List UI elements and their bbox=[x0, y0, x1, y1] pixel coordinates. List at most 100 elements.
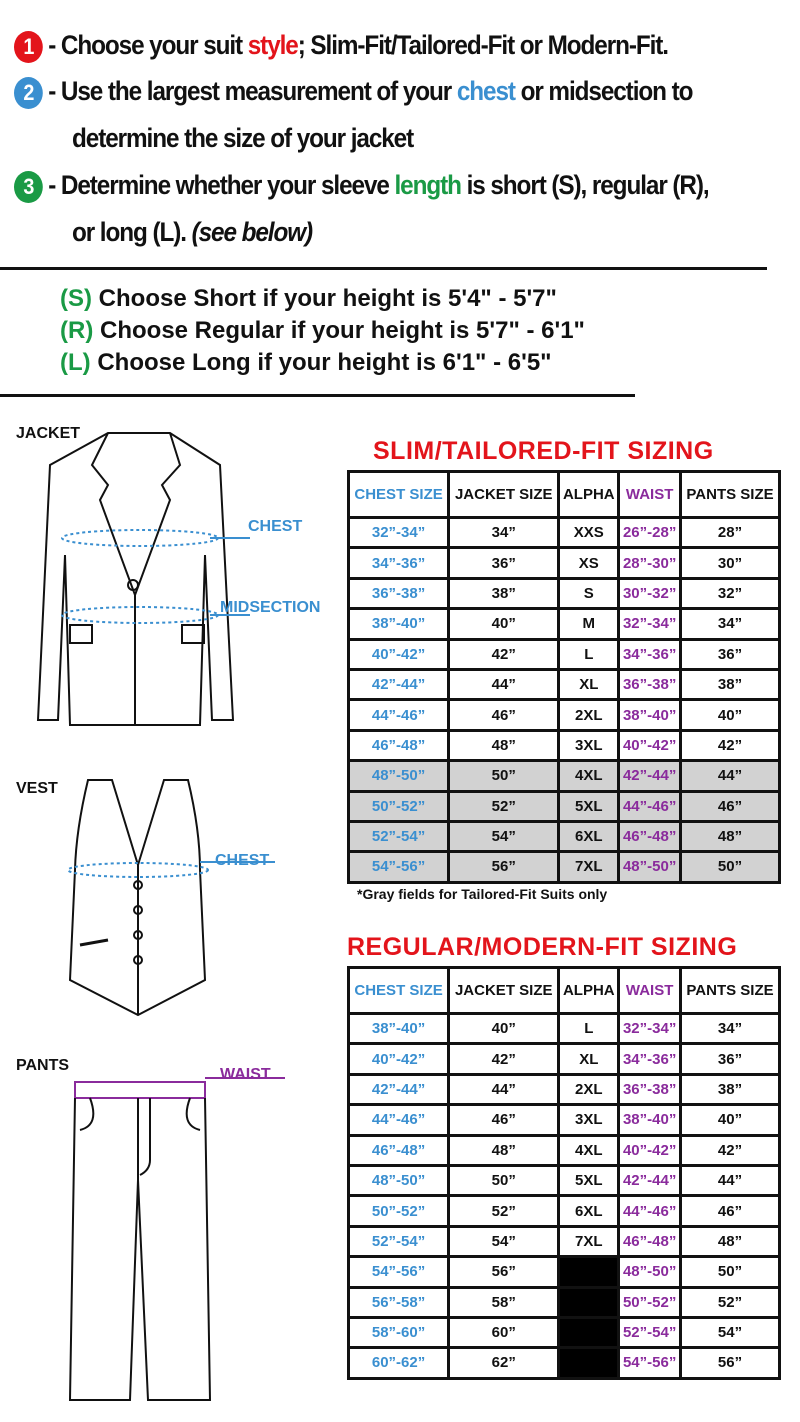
regular-fit-title: REGULAR/MODERN-FIT SIZING bbox=[347, 933, 738, 961]
table-row: 46”-48” 48” 3XL 40”-42” 42” bbox=[346, 728, 781, 763]
waist-cell: 26”-28” bbox=[617, 515, 683, 550]
regular-fit-table: CHEST SIZE JACKET SIZE ALPHA WAIST PANTS… bbox=[346, 966, 781, 1380]
waist-cell: 40”-42” bbox=[617, 728, 683, 763]
table-row: 46”-48” 48” 4XL 40”-42” 42” bbox=[346, 1133, 781, 1167]
step-2-continued: determine the size of your jacket bbox=[72, 123, 414, 153]
pants-size-cell: 42” bbox=[679, 1133, 781, 1167]
header-chest-size: CHEST SIZE bbox=[346, 470, 451, 519]
chest-size-cell: 54”-56” bbox=[346, 850, 451, 884]
pants-size-cell: 46” bbox=[679, 1194, 781, 1228]
alpha-cell: S bbox=[557, 576, 621, 611]
height-text: Choose Short if your height is 5'4" - 5'… bbox=[98, 285, 557, 312]
chest-size-cell: 48”-50” bbox=[346, 759, 451, 793]
step-number-3-icon: 3 bbox=[14, 170, 43, 203]
alpha-cell: L bbox=[557, 637, 621, 671]
jacket-size-cell: 36” bbox=[447, 546, 561, 580]
table-row: 52”-54” 54” 6XL 46”-48” 48” bbox=[346, 819, 781, 854]
alpha-cell: 3XL bbox=[557, 1103, 621, 1137]
step-text: or long (L). bbox=[72, 217, 187, 247]
height-regular: (R) Choose Regular if your height is 5'7… bbox=[60, 317, 585, 345]
alpha-cell: XL bbox=[557, 667, 621, 702]
table-row: 60”-62” 62” 54”-56” 56” bbox=[346, 1346, 781, 1380]
alpha-cell: XL bbox=[557, 1042, 621, 1076]
jacket-size-cell: 48” bbox=[447, 1133, 561, 1167]
chest-size-cell: 42”-44” bbox=[346, 667, 451, 702]
height-short: (S) Choose Short if your height is 5'4" … bbox=[60, 285, 557, 313]
highlight-style: style bbox=[247, 30, 299, 60]
waist-cell: 30”-32” bbox=[617, 576, 683, 611]
chest-size-cell: 38”-40” bbox=[346, 1011, 451, 1046]
waist-cell: 48”-50” bbox=[617, 1255, 683, 1289]
header-waist: WAIST bbox=[617, 470, 683, 519]
alpha-cell: 6XL bbox=[557, 819, 621, 854]
alpha-cell: 7XL bbox=[557, 1224, 621, 1259]
highlight-length: length bbox=[394, 170, 461, 200]
table-row: 54”-56” 56” 7XL 48”-50” 50” bbox=[346, 850, 781, 884]
chest-size-cell: 52”-54” bbox=[346, 1224, 451, 1259]
pants-size-cell: 44” bbox=[679, 759, 781, 793]
divider bbox=[0, 394, 635, 397]
pants-size-cell: 32” bbox=[679, 576, 781, 611]
jacket-size-cell: 38” bbox=[447, 576, 561, 611]
table-row: 48”-50” 50” 5XL 42”-44” 44” bbox=[346, 1163, 781, 1198]
chest-size-cell: 46”-48” bbox=[346, 728, 451, 763]
height-code: (R) bbox=[60, 317, 94, 344]
alpha-cell: 7XL bbox=[557, 850, 621, 884]
table-row: 42”-44” 44” 2XL 36”-38” 38” bbox=[346, 1072, 781, 1107]
table-row: 36”-38” 38” S 30”-32” 32” bbox=[346, 576, 781, 611]
pants-size-cell: 30” bbox=[679, 546, 781, 580]
table-row: 34”-36” 36” XS 28”-30” 30” bbox=[346, 546, 781, 580]
chest-size-cell: 50”-52” bbox=[346, 789, 451, 823]
alpha-cell: 4XL bbox=[557, 759, 621, 793]
alpha-cell: XS bbox=[557, 546, 621, 580]
waist-cell: 34”-36” bbox=[617, 637, 683, 671]
pants-size-cell: 42” bbox=[679, 728, 781, 763]
pants-size-cell: 48” bbox=[679, 819, 781, 854]
waist-cell: 38”-40” bbox=[617, 698, 683, 732]
chest-size-cell: 40”-42” bbox=[346, 637, 451, 671]
waist-cell: 44”-46” bbox=[617, 1194, 683, 1228]
jacket-size-cell: 56” bbox=[447, 1255, 561, 1289]
waist-label: WAIST bbox=[220, 1066, 271, 1083]
pants-size-cell: 50” bbox=[679, 850, 781, 884]
table-row: 56”-58” 58” 50”-52” 52” bbox=[346, 1285, 781, 1319]
waist-cell: 32”-34” bbox=[617, 607, 683, 641]
jacket-size-cell: 44” bbox=[447, 667, 561, 702]
step-number-1-icon: 1 bbox=[14, 30, 43, 63]
chest-size-cell: 50”-52” bbox=[346, 1194, 451, 1228]
waist-cell: 46”-48” bbox=[617, 819, 683, 854]
table-row: 52”-54” 54” 7XL 46”-48” 48” bbox=[346, 1224, 781, 1259]
alpha-cell: L bbox=[557, 1011, 621, 1046]
chest-size-cell: 34”-36” bbox=[346, 546, 451, 580]
alpha-cell: 2XL bbox=[557, 1072, 621, 1107]
table-row: 50”-52” 52” 5XL 44”-46” 46” bbox=[346, 789, 781, 823]
table-row: 54”-56” 56” 48”-50” 50” bbox=[346, 1255, 781, 1289]
waist-cell: 38”-40” bbox=[617, 1103, 683, 1137]
header-pants-size: PANTS SIZE bbox=[679, 966, 781, 1015]
header-waist: WAIST bbox=[617, 966, 683, 1015]
table-row: 44”-46” 46” 3XL 38”-40” 40” bbox=[346, 1103, 781, 1137]
header-pants-size: PANTS SIZE bbox=[679, 470, 781, 519]
chest-size-cell: 58”-60” bbox=[346, 1315, 451, 1350]
pants-size-cell: 36” bbox=[679, 1042, 781, 1076]
step-1: 1- Choose your suit style; Slim-Fit/Tail… bbox=[14, 30, 669, 63]
alpha-cell: 5XL bbox=[557, 789, 621, 823]
jacket-size-cell: 60” bbox=[447, 1315, 561, 1350]
chest-size-cell: 56”-58” bbox=[346, 1285, 451, 1319]
chest-size-cell: 38”-40” bbox=[346, 607, 451, 641]
table-row: 40”-42” 42” XL 34”-36” 36” bbox=[346, 1042, 781, 1076]
height-text: Choose Long if your height is 6'1" - 6'5… bbox=[97, 349, 552, 376]
step-number-2-icon: 2 bbox=[14, 76, 43, 109]
header-jacket-size: JACKET SIZE bbox=[447, 966, 561, 1015]
chest-size-cell: 44”-46” bbox=[346, 1103, 451, 1137]
waist-cell: 36”-38” bbox=[617, 1072, 683, 1107]
pants-size-cell: 40” bbox=[679, 698, 781, 732]
pants-size-cell: 40” bbox=[679, 1103, 781, 1137]
pants-size-cell: 48” bbox=[679, 1224, 781, 1259]
waist-cell: 42”-44” bbox=[617, 1163, 683, 1198]
pants-size-cell: 38” bbox=[679, 1072, 781, 1107]
chest-size-cell: 54”-56” bbox=[346, 1255, 451, 1289]
chest-size-cell: 48”-50” bbox=[346, 1163, 451, 1198]
pants-size-cell: 38” bbox=[679, 667, 781, 702]
alpha-cell bbox=[557, 1285, 621, 1319]
